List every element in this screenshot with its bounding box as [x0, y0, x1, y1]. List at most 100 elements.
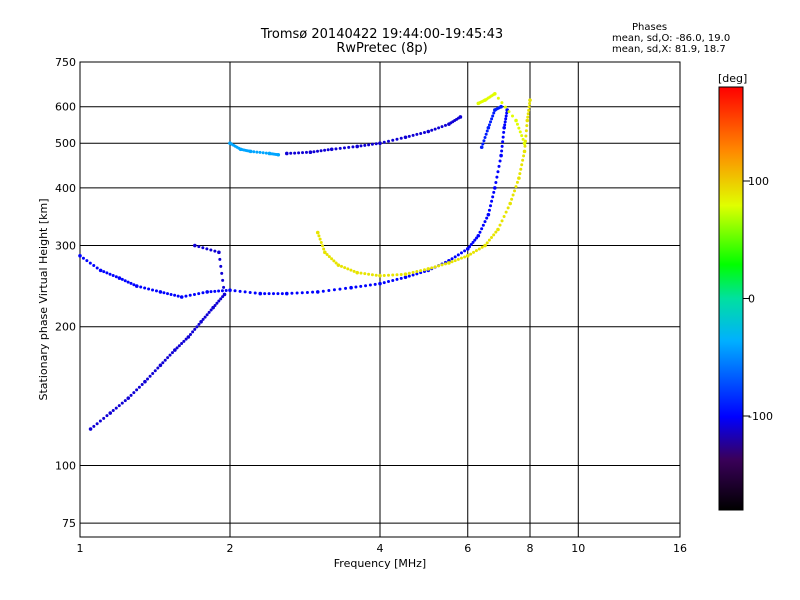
data-point	[459, 251, 463, 255]
data-point	[528, 98, 532, 102]
data-point	[378, 141, 382, 146]
data-point	[517, 126, 521, 130]
x-axis-label: Frequency [MHz]	[334, 557, 426, 570]
data-point	[503, 120, 507, 124]
data-point	[478, 230, 482, 234]
data-point	[248, 149, 253, 154]
data-point	[440, 263, 444, 267]
data-point	[355, 270, 359, 275]
data-point	[519, 167, 523, 171]
data-point	[524, 134, 528, 138]
data-point	[494, 230, 498, 234]
data-point	[395, 273, 399, 277]
data-point	[492, 111, 496, 115]
data-point	[483, 243, 487, 248]
data-point	[419, 269, 423, 273]
data-point	[95, 422, 99, 426]
colorbar-tick-label: -100	[748, 410, 773, 423]
data-point	[332, 288, 336, 292]
data-point	[374, 142, 378, 146]
data-point	[386, 139, 390, 143]
data-point	[382, 140, 386, 144]
data-point	[465, 247, 470, 251]
data-point	[367, 143, 371, 147]
data-point	[201, 317, 205, 321]
data-point	[293, 151, 297, 155]
data-point	[326, 148, 330, 152]
data-point	[433, 265, 437, 269]
data-point	[355, 144, 359, 149]
data-point	[443, 262, 447, 266]
data-point	[498, 223, 502, 227]
data-point	[197, 245, 201, 249]
x-tick-label: 16	[673, 542, 687, 555]
data-point	[494, 181, 498, 185]
data-point	[264, 151, 268, 155]
x-tick-label: 6	[464, 542, 471, 555]
data-point	[525, 124, 529, 128]
data-point	[233, 289, 237, 293]
data-point	[135, 388, 139, 392]
data-point	[437, 126, 441, 130]
data-point	[487, 208, 491, 212]
data-point	[459, 256, 463, 260]
data-point	[253, 291, 257, 295]
data-point	[415, 270, 419, 274]
data-point	[499, 104, 503, 109]
data-point	[180, 342, 184, 346]
data-point	[359, 284, 363, 288]
data-point	[325, 252, 329, 256]
data-point	[248, 290, 252, 294]
data-point	[330, 257, 334, 261]
data-point	[500, 101, 504, 105]
data-point	[123, 399, 127, 403]
data-point	[186, 335, 191, 339]
data-point	[489, 120, 493, 124]
data-point	[503, 105, 507, 109]
data-point	[502, 130, 506, 134]
data-point	[490, 236, 494, 240]
data-point	[105, 414, 109, 418]
data-point	[351, 145, 355, 149]
data-point	[359, 271, 363, 275]
data-point	[504, 117, 508, 121]
data-point	[493, 91, 497, 96]
data-point	[480, 245, 484, 249]
data-point	[349, 285, 353, 290]
data-point	[485, 129, 489, 133]
data-point	[114, 406, 118, 410]
data-point	[473, 238, 477, 242]
colorbar-ticks: 100 0 -100	[743, 175, 773, 423]
data-point	[490, 199, 494, 203]
phases-heading: Phases	[632, 22, 668, 33]
data-point	[215, 301, 219, 305]
data-point	[526, 115, 530, 119]
data-point	[304, 150, 308, 154]
data-point	[147, 287, 151, 291]
data-point	[267, 292, 271, 296]
data-point	[426, 267, 431, 271]
data-point	[367, 272, 371, 276]
data-point	[487, 123, 491, 127]
data-point	[297, 151, 301, 155]
data-point	[500, 149, 504, 153]
data-point	[508, 201, 512, 206]
data-point	[162, 291, 166, 295]
data-point	[518, 172, 522, 176]
data-point	[305, 290, 309, 294]
data-point	[290, 291, 294, 295]
data-point	[98, 268, 103, 273]
data-point	[491, 114, 495, 118]
data-point	[201, 291, 205, 295]
data-point	[527, 105, 531, 109]
data-point	[317, 234, 321, 238]
y-tick-label: 100	[55, 460, 76, 473]
data-point	[374, 273, 378, 277]
data-point	[500, 219, 504, 223]
colorbar-tick-label: 0	[748, 293, 755, 306]
data-point	[504, 114, 508, 118]
data-point	[340, 264, 344, 268]
data-point	[123, 279, 127, 283]
data-point	[502, 215, 506, 219]
data-point	[120, 401, 124, 405]
